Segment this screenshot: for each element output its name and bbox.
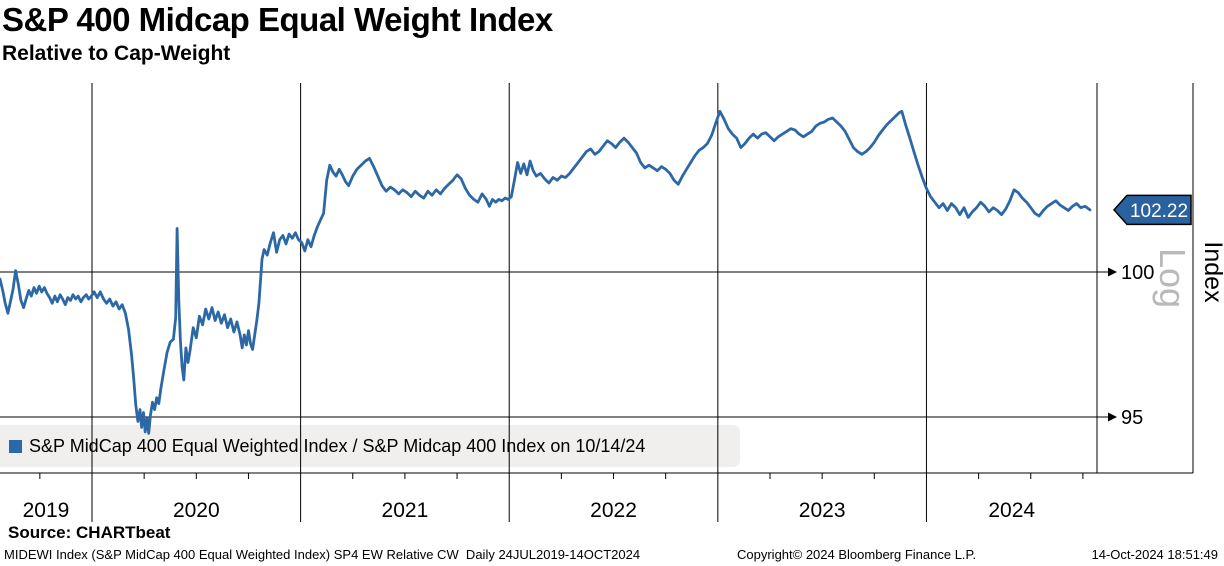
- last-value-badge: [1112, 194, 1192, 226]
- legend-band: [0, 425, 740, 467]
- log-scale-watermark: Log: [1152, 248, 1193, 308]
- legend-marker-icon: [9, 440, 22, 453]
- price-line: [0, 109, 1092, 435]
- footer-copyright: Copyright© 2024 Bloomberg Finance L.P.: [737, 547, 977, 562]
- y-tick-label: 95: [1121, 407, 1143, 429]
- y-axis-title: Index: [1199, 241, 1224, 303]
- x-year-label: 2024: [988, 499, 1035, 522]
- legend-label: S&P MidCap 400 Equal Weighted Index / S&…: [29, 436, 646, 456]
- last-value-label: 102.22: [1130, 201, 1188, 222]
- page-subtitle: Relative to Cap-Weight: [2, 42, 231, 65]
- footer-timestamp: 14-Oct-2024 18:51:49: [1091, 547, 1218, 562]
- page-title: S&P 400 Midcap Equal Weight Index: [2, 1, 553, 38]
- source-label: Source: CHARTbeat: [8, 523, 171, 542]
- y-tick-arrow-icon: [1108, 412, 1117, 422]
- footer-ticker-info: MIDEWI Index (S&P MidCap 400 Equal Weigh…: [4, 547, 641, 562]
- x-year-label: 2022: [590, 499, 637, 522]
- x-year-label: 2020: [173, 499, 220, 522]
- legend: S&P MidCap 400 Equal Weighted Index / S&…: [0, 425, 740, 468]
- y-tick-arrow-icon: [1108, 267, 1117, 277]
- x-year-label: 2021: [382, 499, 429, 522]
- y-tick-label: 100: [1121, 262, 1154, 284]
- x-year-label: 2019: [23, 499, 70, 522]
- x-year-label: 2023: [799, 499, 846, 522]
